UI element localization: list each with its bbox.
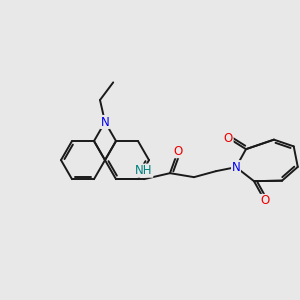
Text: N: N [232,161,240,174]
Text: N: N [100,116,109,128]
Text: O: O [173,145,183,158]
Text: NH: NH [135,164,153,177]
Text: O: O [224,132,233,145]
Text: O: O [260,194,270,208]
